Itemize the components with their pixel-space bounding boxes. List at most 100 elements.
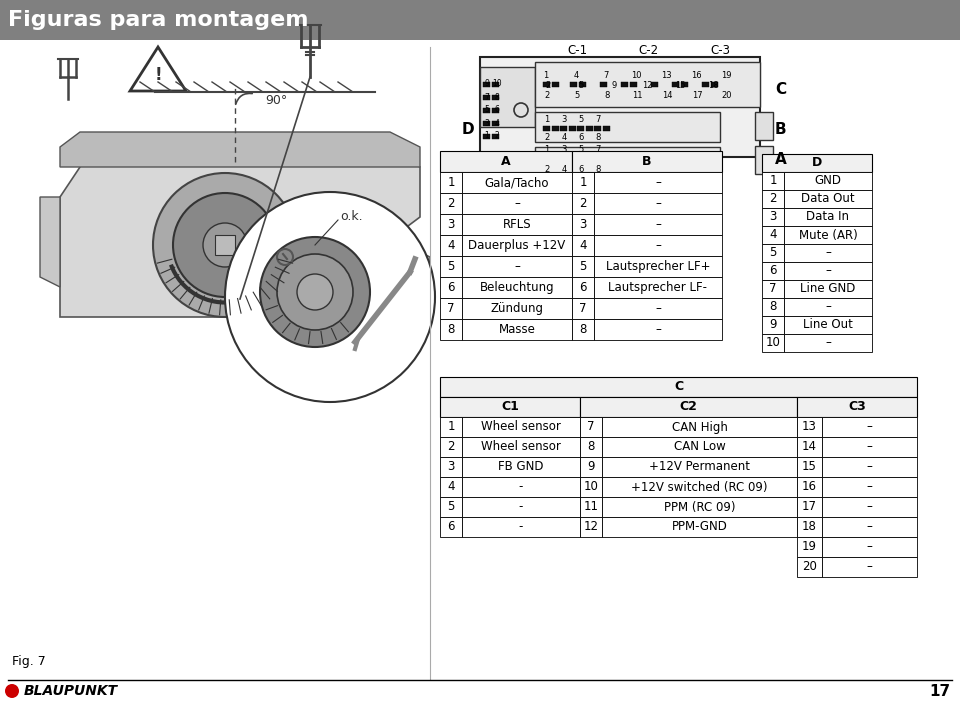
Text: –: – [655, 239, 660, 252]
Text: 2: 2 [544, 90, 550, 100]
Circle shape [235, 294, 245, 304]
Bar [552, 126, 559, 131]
Text: 1: 1 [579, 176, 587, 189]
Text: 8: 8 [447, 323, 455, 336]
Bar [572, 172, 594, 193]
Text: 3: 3 [485, 119, 490, 127]
Bar [572, 277, 594, 298]
Text: –: – [867, 501, 873, 513]
Text: –: – [514, 260, 520, 273]
Bar [822, 457, 917, 477]
Bar [462, 235, 572, 256]
Text: 15: 15 [802, 460, 817, 474]
Bar [462, 298, 572, 319]
Text: –: – [867, 440, 873, 453]
Text: C-1: C-1 [567, 45, 588, 57]
Text: 3: 3 [447, 218, 455, 231]
Bar [483, 108, 490, 113]
Text: 20: 20 [802, 561, 817, 573]
Bar [462, 457, 580, 477]
Bar [543, 82, 550, 87]
Bar [594, 214, 722, 235]
Bar [762, 208, 784, 226]
Text: 8: 8 [595, 134, 601, 143]
Text: 12: 12 [641, 81, 652, 90]
Text: 6: 6 [578, 165, 584, 173]
Bar [797, 457, 822, 477]
Text: –: – [655, 176, 660, 189]
Bar [462, 172, 572, 193]
Text: 2: 2 [544, 165, 550, 173]
Text: Wheel sensor: Wheel sensor [481, 421, 561, 433]
Text: -: - [518, 520, 523, 534]
Bar [462, 437, 580, 457]
Bar [480, 57, 760, 157]
Polygon shape [40, 197, 60, 287]
Bar [580, 417, 602, 437]
Bar [822, 417, 917, 437]
Bar [784, 316, 872, 334]
Bar [594, 277, 722, 298]
Bar [462, 256, 572, 277]
Text: 90°: 90° [265, 95, 287, 107]
Bar [572, 151, 722, 172]
Text: 19: 19 [802, 540, 817, 554]
Bar [577, 156, 584, 161]
Bar [762, 244, 784, 262]
Text: 5: 5 [578, 115, 584, 124]
Bar [602, 497, 797, 517]
Text: 5: 5 [574, 90, 580, 100]
Bar [762, 262, 784, 280]
Bar [602, 417, 797, 437]
Bar [797, 557, 822, 577]
Bar [462, 417, 580, 437]
Bar [483, 95, 490, 100]
Text: 9: 9 [612, 81, 616, 90]
Bar [483, 134, 490, 139]
Text: 9: 9 [769, 318, 777, 332]
Bar [492, 108, 499, 113]
Bar [711, 82, 718, 87]
Bar [535, 62, 760, 107]
Text: 8: 8 [604, 90, 610, 100]
Bar [797, 417, 822, 437]
Bar [784, 280, 872, 298]
Bar [651, 82, 658, 87]
Bar [784, 262, 872, 280]
Text: 13: 13 [802, 421, 817, 433]
Text: B: B [642, 155, 652, 168]
Text: 1: 1 [447, 176, 455, 189]
Bar [822, 537, 917, 557]
Bar [784, 298, 872, 316]
Text: FB GND: FB GND [498, 460, 543, 474]
Text: Figuras para montagem: Figuras para montagem [8, 10, 308, 30]
Bar [594, 156, 601, 161]
Bar [594, 193, 722, 214]
Bar [572, 193, 594, 214]
Text: 16: 16 [802, 481, 817, 493]
Bar [572, 235, 594, 256]
Text: 8: 8 [595, 165, 601, 173]
Text: 4: 4 [562, 165, 566, 173]
Text: –: – [867, 481, 873, 493]
Bar [822, 497, 917, 517]
Text: GND: GND [814, 175, 842, 187]
Text: C1: C1 [501, 400, 519, 414]
Text: 6: 6 [447, 281, 455, 294]
Bar [440, 437, 462, 457]
Text: Gala/Tacho: Gala/Tacho [485, 176, 549, 189]
Bar [440, 377, 917, 397]
Text: C: C [674, 380, 684, 394]
Bar [594, 172, 722, 193]
Bar [797, 517, 822, 537]
Text: 4: 4 [447, 481, 455, 493]
Bar [560, 156, 567, 161]
Text: 8: 8 [579, 323, 587, 336]
Text: A: A [775, 151, 787, 167]
Bar [672, 82, 679, 87]
Bar [543, 126, 550, 131]
Text: –: – [867, 460, 873, 474]
Bar [492, 134, 499, 139]
Text: 12: 12 [584, 520, 598, 534]
Text: 10: 10 [765, 337, 780, 349]
